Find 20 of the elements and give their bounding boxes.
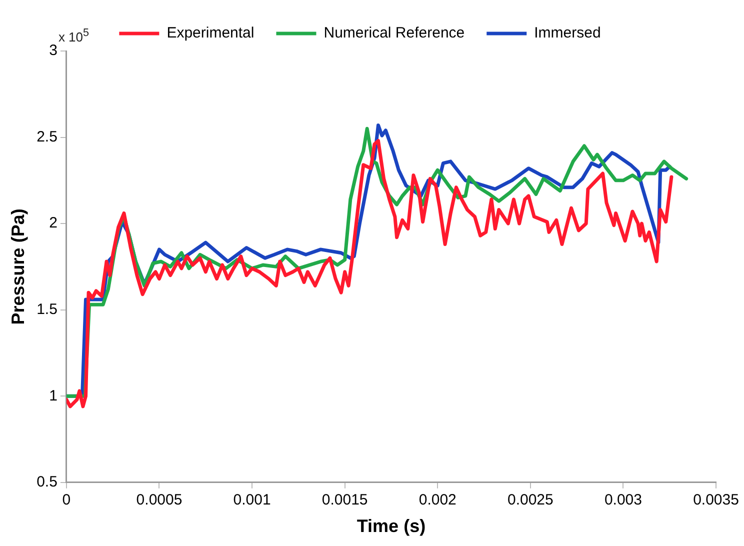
x-tick-label: 0.0015 xyxy=(322,492,368,509)
x-axis-title: Time (s) xyxy=(356,516,426,536)
x-tick-label: 0.003 xyxy=(604,492,642,509)
x-tick-label: 0 xyxy=(62,492,71,509)
legend-label: Immersed xyxy=(534,24,601,42)
x-tick-label: 0.0005 xyxy=(136,492,182,509)
y-tick-label: 0.5 xyxy=(36,474,58,491)
x-tick-label: 0.002 xyxy=(418,492,456,509)
x-tick-label: 0.0025 xyxy=(507,492,554,509)
legend-label: Experimental xyxy=(166,24,254,42)
x-tick-label: 0.001 xyxy=(233,492,271,509)
y-tick-label: 3 xyxy=(49,42,58,60)
y-tick-label: 1.5 xyxy=(36,300,58,318)
legend-label: Numerical Reference xyxy=(324,24,465,42)
y-tick-label: 2.5 xyxy=(36,128,58,146)
x-tick-label: 0.0035 xyxy=(693,492,739,509)
y-tick-label: 1 xyxy=(49,387,58,404)
y-tick-label: 2 xyxy=(49,214,58,232)
y-axis-title: Pressure (Pa) xyxy=(8,208,28,325)
text: x 10$^{5}$ xyxy=(58,27,90,44)
